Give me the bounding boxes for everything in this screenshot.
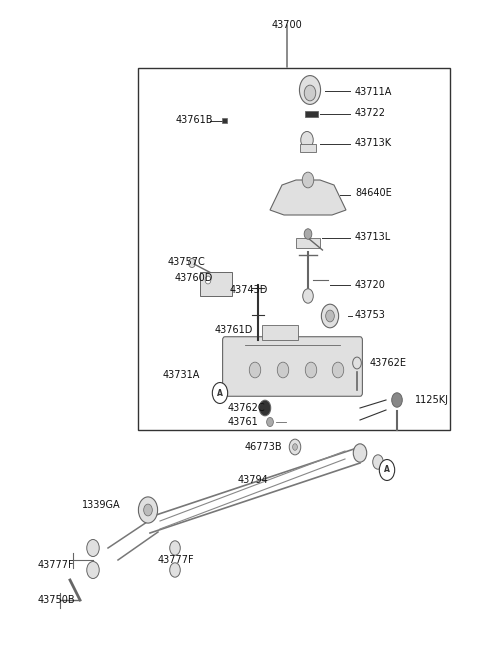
Bar <box>222 118 227 123</box>
Circle shape <box>259 400 271 416</box>
Circle shape <box>303 289 313 303</box>
Text: 43777F: 43777F <box>38 560 74 570</box>
Circle shape <box>144 504 152 516</box>
Circle shape <box>189 259 195 268</box>
Text: 43762E: 43762E <box>370 358 407 368</box>
Circle shape <box>300 75 321 104</box>
Circle shape <box>87 561 99 578</box>
Circle shape <box>289 439 301 455</box>
Circle shape <box>305 362 317 378</box>
FancyBboxPatch shape <box>223 337 362 396</box>
Text: 46773B: 46773B <box>245 442 283 452</box>
Text: 43713K: 43713K <box>355 138 392 148</box>
Text: 43700: 43700 <box>272 20 302 30</box>
Text: 43750B: 43750B <box>38 595 76 605</box>
Circle shape <box>301 132 313 149</box>
Circle shape <box>170 541 180 555</box>
Bar <box>200 272 232 296</box>
Circle shape <box>205 276 211 284</box>
Polygon shape <box>270 180 346 215</box>
Circle shape <box>379 460 395 481</box>
Bar <box>305 111 318 117</box>
Text: 43760D: 43760D <box>175 273 214 283</box>
Text: 43722: 43722 <box>355 108 386 118</box>
Text: 43761D: 43761D <box>215 325 253 335</box>
Text: 43777F: 43777F <box>158 555 194 565</box>
Bar <box>296 238 320 248</box>
Text: 43761B: 43761B <box>176 115 213 125</box>
Text: 1125KJ: 1125KJ <box>415 395 449 405</box>
Circle shape <box>302 172 314 188</box>
Circle shape <box>353 357 361 369</box>
Text: 43731A: 43731A <box>163 370 200 380</box>
Circle shape <box>304 85 316 101</box>
Circle shape <box>170 563 180 577</box>
Text: A: A <box>217 388 223 398</box>
Text: 1339GA: 1339GA <box>82 500 120 510</box>
Text: 43762C: 43762C <box>228 403 265 413</box>
Text: A: A <box>384 466 390 474</box>
Circle shape <box>304 229 312 239</box>
Circle shape <box>267 417 274 426</box>
Circle shape <box>277 362 289 378</box>
Bar <box>138 68 450 430</box>
Text: 43757C: 43757C <box>168 257 206 267</box>
Text: 43743D: 43743D <box>230 285 268 295</box>
Text: 84640E: 84640E <box>355 188 392 198</box>
Text: 43753: 43753 <box>355 310 386 320</box>
Circle shape <box>249 362 261 378</box>
Text: 43720: 43720 <box>355 280 386 290</box>
Bar <box>262 325 298 340</box>
Text: 43713L: 43713L <box>355 232 391 242</box>
Bar <box>300 144 316 152</box>
Circle shape <box>322 304 339 328</box>
Circle shape <box>373 455 383 469</box>
Circle shape <box>353 444 367 462</box>
Circle shape <box>392 393 402 407</box>
Circle shape <box>87 540 99 557</box>
Circle shape <box>332 362 344 378</box>
Circle shape <box>293 443 298 450</box>
Text: 43794: 43794 <box>238 475 269 485</box>
Text: 43711A: 43711A <box>355 87 392 97</box>
Circle shape <box>325 310 334 322</box>
Circle shape <box>212 383 228 403</box>
Text: 43761: 43761 <box>228 417 259 427</box>
Circle shape <box>138 497 157 523</box>
